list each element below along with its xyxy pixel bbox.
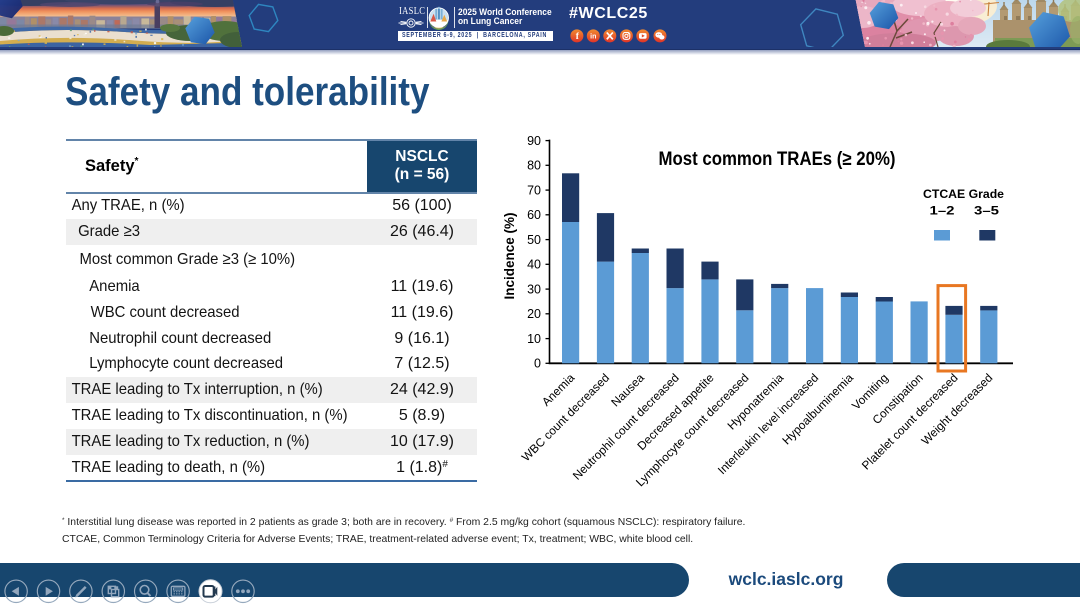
- svg-text:80: 80: [527, 159, 541, 173]
- svg-text:3–5: 3–5: [974, 204, 999, 218]
- svg-text:20: 20: [527, 307, 541, 321]
- svg-text:Most common TRAEs (≥ 20%): Most common TRAEs (≥ 20%): [659, 149, 896, 170]
- svg-text:1–2: 1–2: [930, 204, 955, 218]
- svg-text:Incidence (%): Incidence (%): [502, 212, 517, 299]
- svg-text:40: 40: [527, 258, 541, 272]
- svg-text:70: 70: [527, 184, 541, 198]
- svg-text:60: 60: [527, 208, 541, 222]
- svg-text:90: 90: [527, 134, 541, 148]
- svg-text:CTCAE Grade: CTCAE Grade: [923, 187, 1004, 201]
- svg-text:0: 0: [534, 357, 541, 371]
- svg-text:10: 10: [527, 332, 541, 346]
- svg-text:f: f: [576, 32, 580, 42]
- svg-text:30: 30: [527, 283, 541, 297]
- svg-text:50: 50: [527, 233, 541, 247]
- svg-text:in: in: [590, 34, 596, 41]
